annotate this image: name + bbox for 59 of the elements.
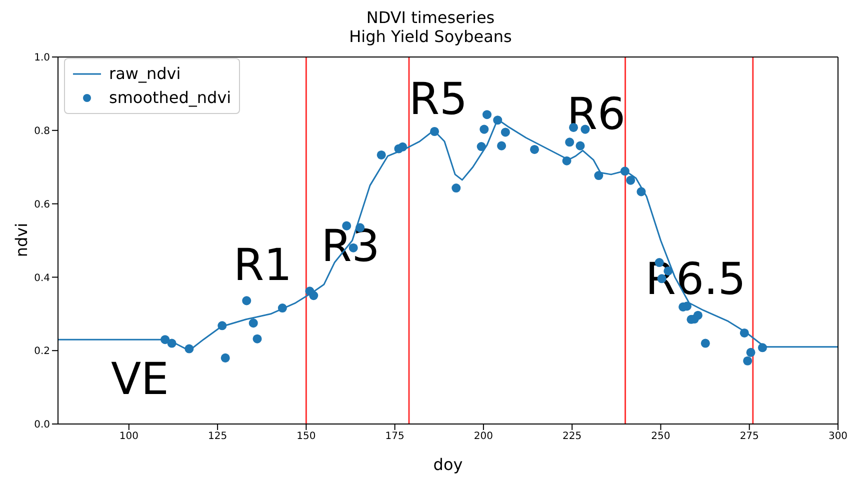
y-tick-label: 0.0 [34,420,50,431]
point [562,156,572,166]
point [740,328,749,338]
point [700,338,710,348]
legend-label: smoothed_ndvi [109,87,232,109]
annotation: VE [110,354,169,406]
x-tick-label: 125 [208,431,228,442]
annotation: R6 [566,88,626,141]
x-tick-label: 250 [651,431,670,442]
point [482,110,492,120]
point [565,138,574,147]
point [476,142,486,152]
point [278,304,287,313]
point [376,150,386,160]
point [220,353,230,362]
point [218,321,227,330]
y-tick-label: 0.4 [34,272,50,284]
point [430,126,440,136]
point [594,171,604,180]
point [500,128,510,137]
x-axis-title: doy [433,455,463,474]
chart-title: NDVI timeseries [365,8,496,27]
x-tick-label: 275 [740,431,759,442]
y-tick-label: 0.6 [34,199,50,210]
point [576,141,585,150]
point [398,142,408,152]
x-tick-label: 175 [385,431,404,442]
y-tick-label: 0.8 [34,126,50,137]
point [743,356,752,366]
point [758,343,767,352]
point [252,334,262,344]
point [497,141,506,150]
x-tick-label: 225 [562,431,582,442]
x-tick-label: 300 [828,431,848,442]
point [160,335,170,344]
y-tick-label: 1.0 [34,52,50,64]
y-tick-label: 0.2 [34,346,50,358]
point [167,338,176,348]
point [636,187,646,196]
point [530,144,540,154]
point [242,296,252,306]
point [184,344,194,354]
x-tick-label: 200 [474,431,493,442]
y-axis-title: ndvi [12,222,32,258]
point [248,318,258,328]
x-tick-label: 100 [119,431,138,442]
point [480,124,489,134]
point [746,348,756,357]
x-tick-label: 150 [296,431,316,442]
point [620,166,630,176]
point [493,116,502,125]
annotation: R5 [408,74,468,126]
point [693,310,702,320]
point [452,184,461,193]
annotation: R1 [233,240,292,292]
point [626,176,636,185]
point [309,291,318,300]
chart-subtitle: High Yield Soybeans [348,27,513,46]
legend-label: raw_ndvi [109,63,181,85]
